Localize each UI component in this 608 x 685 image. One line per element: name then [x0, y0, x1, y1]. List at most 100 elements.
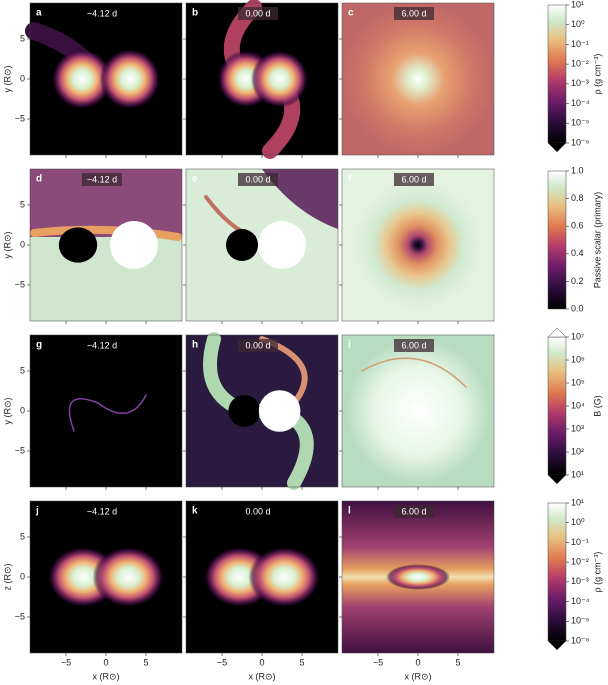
panel-label: c	[348, 8, 354, 19]
time-label: 0.00 d	[245, 340, 270, 350]
panel-label: f	[348, 174, 352, 185]
colorbar-tick-label: 0.4	[571, 248, 584, 258]
panel-label: d	[36, 174, 42, 185]
colorbar-tick-label: 10⁻⁴	[571, 596, 590, 606]
time-box	[238, 7, 278, 20]
panel-label: g	[36, 340, 42, 351]
colorbar-label: Passive scalar (primary)	[592, 192, 602, 289]
stream	[68, 394, 147, 432]
colorbar: 1.0 0.8 0.6 0.4 0.2 0.0 Passive scalar (primar…	[547, 165, 602, 313]
blob	[228, 395, 261, 427]
time-box	[394, 505, 434, 518]
colorbar-tick-label: 10¹	[571, 0, 584, 9]
colorbar-tick-label: 0.6	[571, 221, 584, 231]
x-tick-label: 5	[299, 657, 304, 667]
blob	[250, 50, 309, 108]
time-label: 0.00 d	[245, 174, 270, 184]
colorbar-tick-label: 10⁻¹	[571, 39, 589, 49]
y-axis-label: y (R⊙)	[2, 397, 12, 424]
panel-label: l	[348, 506, 351, 517]
panel: a −4.12 d 5 0 −5 y (R⊙)	[2, 2, 183, 158]
colorbar-fill	[547, 170, 567, 310]
colorbar-tick-label: 10⁻²	[571, 59, 589, 69]
y-tick-label: 5	[20, 365, 25, 375]
colorbar-tick-label: 10⁵	[571, 377, 585, 387]
colorbar-tick-label: 10⁻²	[571, 557, 589, 567]
blob	[354, 181, 482, 309]
time-box	[394, 7, 434, 20]
panel-label: k	[192, 506, 198, 517]
colorbar-tick-label: 1.0	[571, 165, 584, 175]
colorbar-tick-label: 10⁶	[571, 354, 585, 364]
x-tick-label: −5	[61, 657, 71, 667]
y-tick-label: −5	[15, 279, 25, 289]
colorbar-tick-label: 10¹	[571, 469, 584, 479]
y-axis-label: y (R⊙)	[2, 231, 12, 258]
panel-label: j	[35, 506, 39, 517]
blob	[258, 390, 301, 432]
x-axis-label: x (R⊙)	[404, 671, 431, 681]
stream	[30, 225, 182, 241]
colorbar-fill	[547, 4, 567, 144]
colorbar-extend	[547, 327, 567, 338]
x-tick-label: 5	[455, 657, 460, 667]
colorbar-tick-label: 10⁻³	[571, 576, 589, 586]
colorbar-extend	[548, 143, 566, 152]
y-tick-label: 5	[20, 199, 25, 209]
blob	[51, 48, 113, 110]
panel-label: e	[192, 174, 198, 185]
panel-label: h	[192, 340, 198, 351]
colorbar-tick-label: 0.0	[571, 303, 584, 313]
time-label: 6.00 d	[401, 506, 426, 516]
colorbar-tick-label: 10²	[571, 446, 584, 456]
colorbar-tick-label: 10³	[571, 423, 584, 433]
colorbar-fill	[547, 502, 567, 642]
y-tick-label: 5	[20, 531, 25, 541]
y-tick-label: 5	[20, 33, 25, 43]
colorbar-tick-label: 10⁰	[571, 19, 585, 29]
time-box	[394, 173, 434, 186]
colorbar: 10¹ 10⁰ 10⁻¹ 10⁻² 10⁻³ 10⁻⁴ 10⁻⁵ 10⁻⁶ ρ (g cm⁻³)	[547, 497, 602, 650]
colorbar-tick-label: 10⁻⁶	[571, 635, 590, 645]
colorbar-tick-label: 10⁴	[571, 400, 585, 410]
blob	[386, 564, 450, 590]
time-box	[82, 173, 122, 186]
panel: k 0.00 d −5 0 5 x (R⊙)	[183, 500, 339, 681]
time-label: 0.00 d	[245, 506, 270, 516]
colorbar-label: ρ (g cm⁻³)	[592, 54, 602, 95]
time-label: 6.00 d	[401, 340, 426, 350]
colorbar: 10⁷ 10⁶ 10⁵ 10⁴ 10³ 10² 10¹ B (G)	[547, 327, 602, 484]
y-tick-label: 0	[20, 239, 25, 249]
y-tick-label: 0	[20, 571, 25, 581]
colorbar-label: B (G)	[592, 395, 602, 417]
panel: f 6.00 d	[339, 168, 495, 324]
y-tick-label: −5	[15, 445, 25, 455]
colorbar-tick-label: 0.8	[571, 193, 584, 203]
colorbar-tick-label: 10⁻⁴	[571, 98, 590, 108]
panel: d −4.12 d 5 0 −5 y (R⊙)	[2, 168, 183, 324]
panel-label: b	[192, 8, 198, 19]
colorbar-label: ρ (g cm⁻³)	[592, 552, 602, 593]
x-tick-label: −5	[217, 657, 227, 667]
colorbar-tick-label: 10⁷	[571, 331, 584, 341]
time-box	[238, 173, 278, 186]
stream	[361, 357, 467, 388]
panel: l 6.00 d −5 0 5 x (R⊙)	[339, 500, 495, 681]
x-tick-label: 5	[143, 657, 148, 667]
panel: b 0.00 d	[183, 0, 339, 159]
time-label: −4.12 d	[87, 506, 117, 516]
panel: h 0.00 d	[183, 332, 339, 490]
colorbar-tick-label: 0.2	[571, 276, 584, 286]
panel: g −4.12 d 5 0 −5 y (R⊙)	[2, 334, 183, 490]
colorbar-extend	[548, 475, 566, 484]
x-axis-label: x (R⊙)	[248, 671, 275, 681]
colorbar-tick-label: 10⁰	[571, 517, 585, 527]
colorbar: 10¹ 10⁰ 10⁻¹ 10⁻² 10⁻³ 10⁻⁴ 10⁻⁵ 10⁻⁶ ρ (g cm⁻³)	[547, 0, 602, 152]
colorbar-fill	[547, 336, 567, 476]
blob	[248, 546, 321, 608]
x-tick-label: −5	[373, 657, 383, 667]
colorbar-tick-label: 10¹	[571, 497, 584, 507]
blob	[346, 339, 490, 483]
panel-label: i	[348, 340, 351, 351]
